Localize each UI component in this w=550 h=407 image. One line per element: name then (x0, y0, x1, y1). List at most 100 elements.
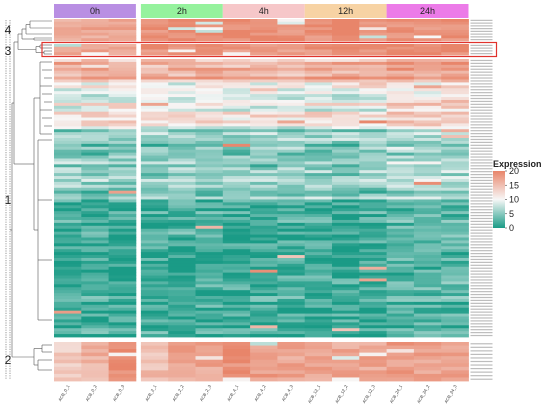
heatmap-cell (54, 304, 82, 309)
heatmap-cell (81, 193, 109, 197)
heatmap-cell (168, 331, 196, 335)
heatmap-cell (250, 319, 278, 323)
heatmap-cell (332, 94, 360, 98)
heatmap-cell (277, 178, 306, 183)
heatmap-cell (413, 85, 442, 89)
gene-label (470, 62, 493, 64)
heatmap-cell (277, 249, 306, 253)
gene-label (470, 162, 493, 164)
heatmap-cell (304, 64, 333, 69)
heatmap-cell (277, 231, 306, 235)
heatmap-cell (413, 334, 442, 338)
heatmap-cell (250, 284, 278, 288)
heatmap-cell (277, 243, 306, 247)
heatmap-cell (54, 293, 82, 297)
heatmap-cell (168, 278, 196, 282)
heatmap-cell (413, 120, 442, 124)
heatmap-cell (304, 73, 333, 77)
heatmap-cell (54, 234, 82, 238)
heatmap-cell (304, 370, 333, 375)
heatmap-cell (140, 275, 169, 279)
heatmap-cell (304, 313, 333, 317)
heatmap-cell (81, 105, 109, 110)
heatmap-cell (304, 319, 333, 323)
heatmap-cell (250, 307, 278, 312)
heatmap-cell (81, 219, 109, 224)
heatmap-cell (108, 19, 137, 23)
heatmap-cell (359, 231, 387, 235)
heatmap-cell (81, 228, 109, 233)
heatmap-cell (332, 146, 360, 151)
heatmap-cell (195, 190, 224, 195)
heatmap-cell (386, 345, 415, 350)
heatmap-cell (54, 345, 82, 350)
heatmap-cell (441, 21, 469, 25)
heatmap-cell (386, 307, 415, 312)
heatmap-cell (250, 228, 278, 233)
heatmap-cell (195, 140, 224, 145)
heatmap-cell (277, 59, 306, 63)
heatmap-cell (413, 228, 442, 233)
heatmap-cell (222, 257, 251, 262)
heatmap-cell (81, 143, 109, 148)
heatmap-cell (222, 149, 251, 154)
heatmap-cell (195, 359, 224, 364)
heatmap-cell (386, 296, 415, 300)
heatmap-cell (108, 359, 137, 364)
heatmap-cell (359, 44, 387, 48)
heatmap-cell (441, 35, 469, 39)
heatmap-cell (250, 316, 278, 320)
heatmap-cell (332, 208, 360, 212)
heatmap-cell (140, 164, 169, 168)
heatmap-cell (168, 243, 196, 247)
heatmap-cell (413, 59, 442, 63)
heatmap-cell (108, 117, 137, 121)
heatmap-cell (332, 237, 360, 241)
heatmap-cell (195, 138, 224, 142)
heatmap-cell (304, 293, 333, 297)
heatmap-cell (140, 366, 169, 371)
heatmap-cell (54, 67, 82, 72)
heatmap-cell (359, 27, 387, 31)
heatmap-cell (332, 269, 360, 274)
heatmap-cell (222, 272, 251, 276)
heatmap-cell (250, 356, 278, 361)
heatmap-cell (359, 266, 387, 271)
heatmap-cell (108, 30, 137, 34)
heatmap-cell (441, 24, 469, 28)
heatmap-cell (81, 38, 109, 42)
heatmap-cell (359, 240, 387, 244)
heatmap-cell (108, 176, 137, 180)
heatmap-cell (413, 331, 442, 335)
heatmap-cell (386, 319, 415, 323)
heatmap-cell (413, 328, 442, 332)
gene-label (470, 235, 493, 237)
heatmap-cell (54, 24, 82, 28)
gene-label (470, 94, 493, 97)
heatmap-cell (250, 61, 278, 66)
heatmap-cell (359, 82, 387, 86)
heatmap-cell (304, 132, 333, 136)
heatmap-cell (413, 202, 442, 206)
row-dendrogram (5, 20, 52, 380)
heatmap-cell (222, 99, 251, 104)
heatmap-cell (250, 222, 278, 227)
heatmap-cell (81, 298, 109, 303)
heatmap-cell (359, 345, 387, 350)
heatmap-cell (195, 158, 224, 162)
heatmap-cell (359, 114, 387, 118)
heatmap-cell (359, 155, 387, 159)
heatmap-cell (54, 46, 82, 50)
heatmap-cell (277, 222, 306, 227)
heatmap-cell (108, 173, 137, 177)
heatmap-cell (277, 225, 306, 230)
heatmap-cell (195, 246, 224, 250)
heatmap-cell (195, 266, 224, 271)
heatmap-cell (441, 370, 469, 375)
heatmap-cell (222, 24, 251, 28)
heatmap-cell (140, 222, 169, 227)
heatmap-cell (304, 307, 333, 312)
heatmap-cell (386, 334, 415, 338)
heatmap-cell (140, 44, 169, 48)
heatmap-cell (222, 313, 251, 317)
